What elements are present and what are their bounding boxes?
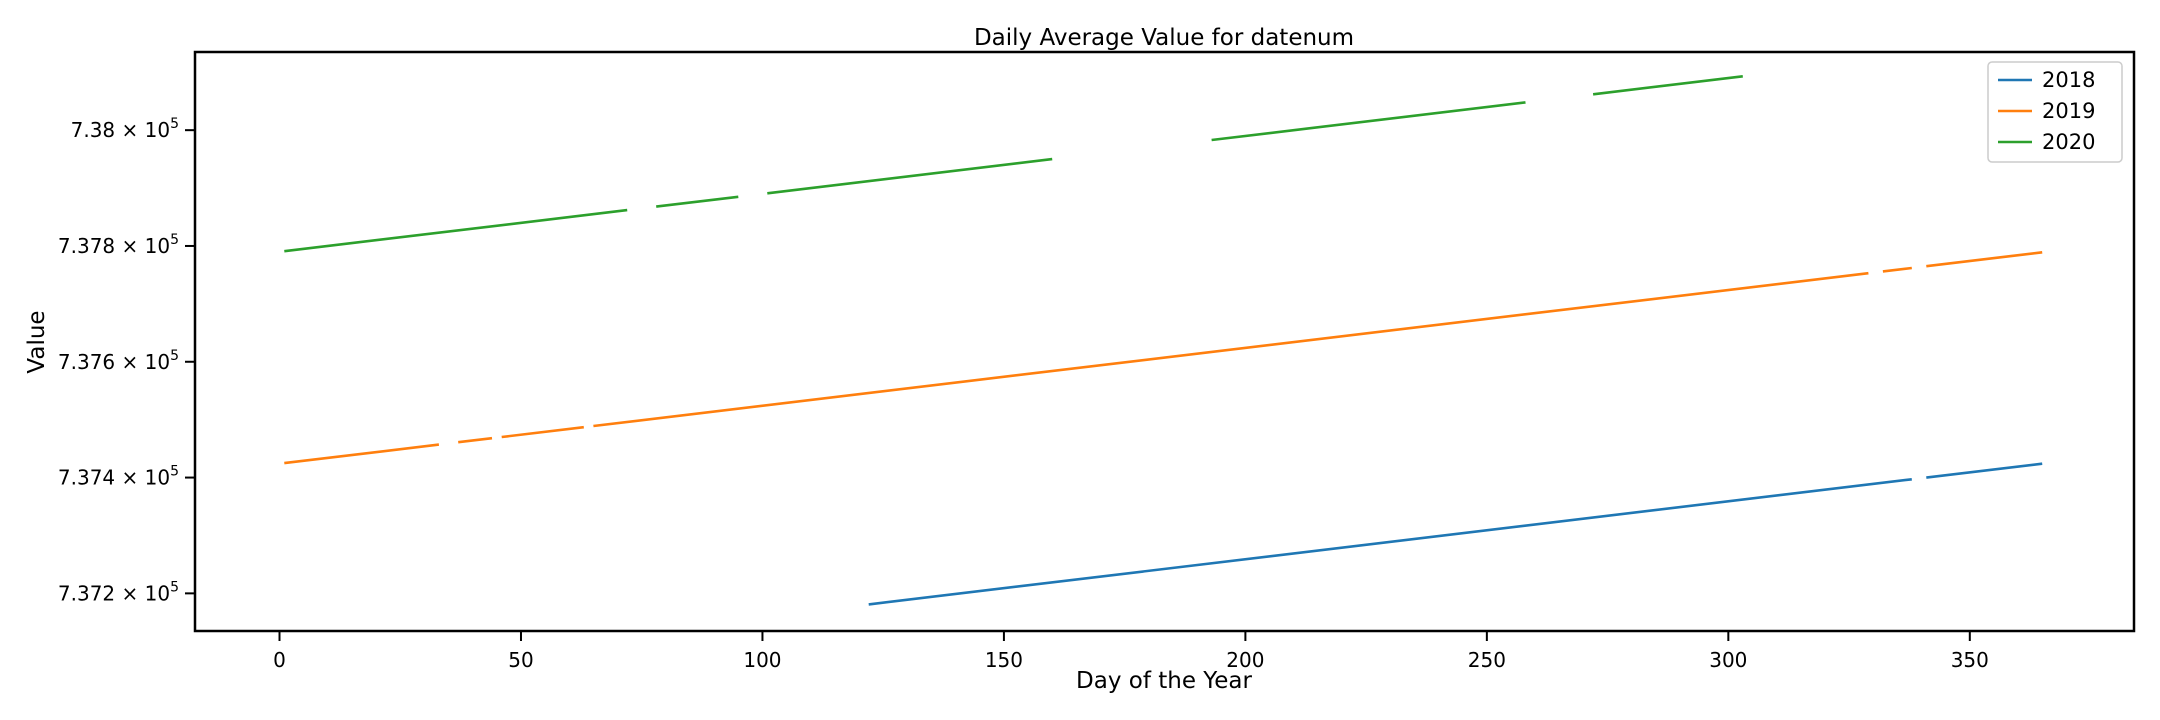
legend-label-2018: 2018 — [2042, 68, 2095, 92]
y-axis: 7.372 × 105 7.374 × 105 7.376 × 105 7.378 ×… — [58, 116, 195, 605]
series-2019-segment-1 — [458, 436, 493, 444]
series-2018-segment-1 — [1926, 462, 2043, 479]
x-tick-label: 350 — [1951, 648, 1989, 672]
x-tick-label: 0 — [273, 648, 286, 672]
legend: 2018 2019 2020 — [1987, 61, 2123, 163]
series-2019 — [284, 251, 2043, 465]
legend-label-2020: 2020 — [2042, 130, 2095, 154]
series-2019-segment-5 — [1926, 251, 2043, 268]
series-2020-segment-2 — [767, 157, 1053, 195]
plot-lines — [284, 75, 2043, 606]
y-axis-label: Value — [24, 310, 50, 373]
series-2018 — [868, 462, 2043, 606]
series-2019-segment-2 — [501, 425, 584, 439]
x-tick-label: 200 — [1226, 648, 1264, 672]
x-axis: 0 50 100 150 200 250 300 350 — [273, 631, 1989, 672]
y-tick-label: 7.374 × 105 — [58, 464, 179, 490]
x-tick-label: 150 — [985, 648, 1023, 672]
x-tick-label: 300 — [1709, 648, 1747, 672]
series-2020-segment-0 — [284, 208, 628, 253]
y-tick-label: 7.376 × 105 — [58, 348, 179, 374]
y-tick-label: 7.378 × 105 — [58, 232, 179, 258]
x-tick-label: 100 — [743, 648, 781, 672]
plot-frame — [193, 50, 2136, 633]
legend-label-2019: 2019 — [2042, 99, 2095, 123]
series-2019-segment-0 — [284, 443, 440, 465]
x-axis-label: Day of the Year — [1076, 668, 1253, 694]
chart-title: Daily Average Value for datenum — [974, 25, 1354, 51]
series-2020-segment-4 — [1592, 75, 1743, 96]
legend-box — [1987, 61, 2123, 163]
x-tick-label: 250 — [1468, 648, 1506, 672]
series-2020-segment-3 — [1211, 101, 1526, 142]
series-2019-segment-4 — [1882, 266, 1912, 273]
series-2019-segment-3 — [593, 271, 1869, 428]
y-tick-label: 7.372 × 105 — [58, 579, 179, 605]
x-tick-label: 50 — [508, 648, 533, 672]
series-2020 — [284, 75, 1743, 253]
y-tick-label: 7.38 × 105 — [71, 116, 179, 142]
series-2020-segment-1 — [656, 195, 739, 208]
series-2018-segment-0 — [868, 478, 1912, 606]
